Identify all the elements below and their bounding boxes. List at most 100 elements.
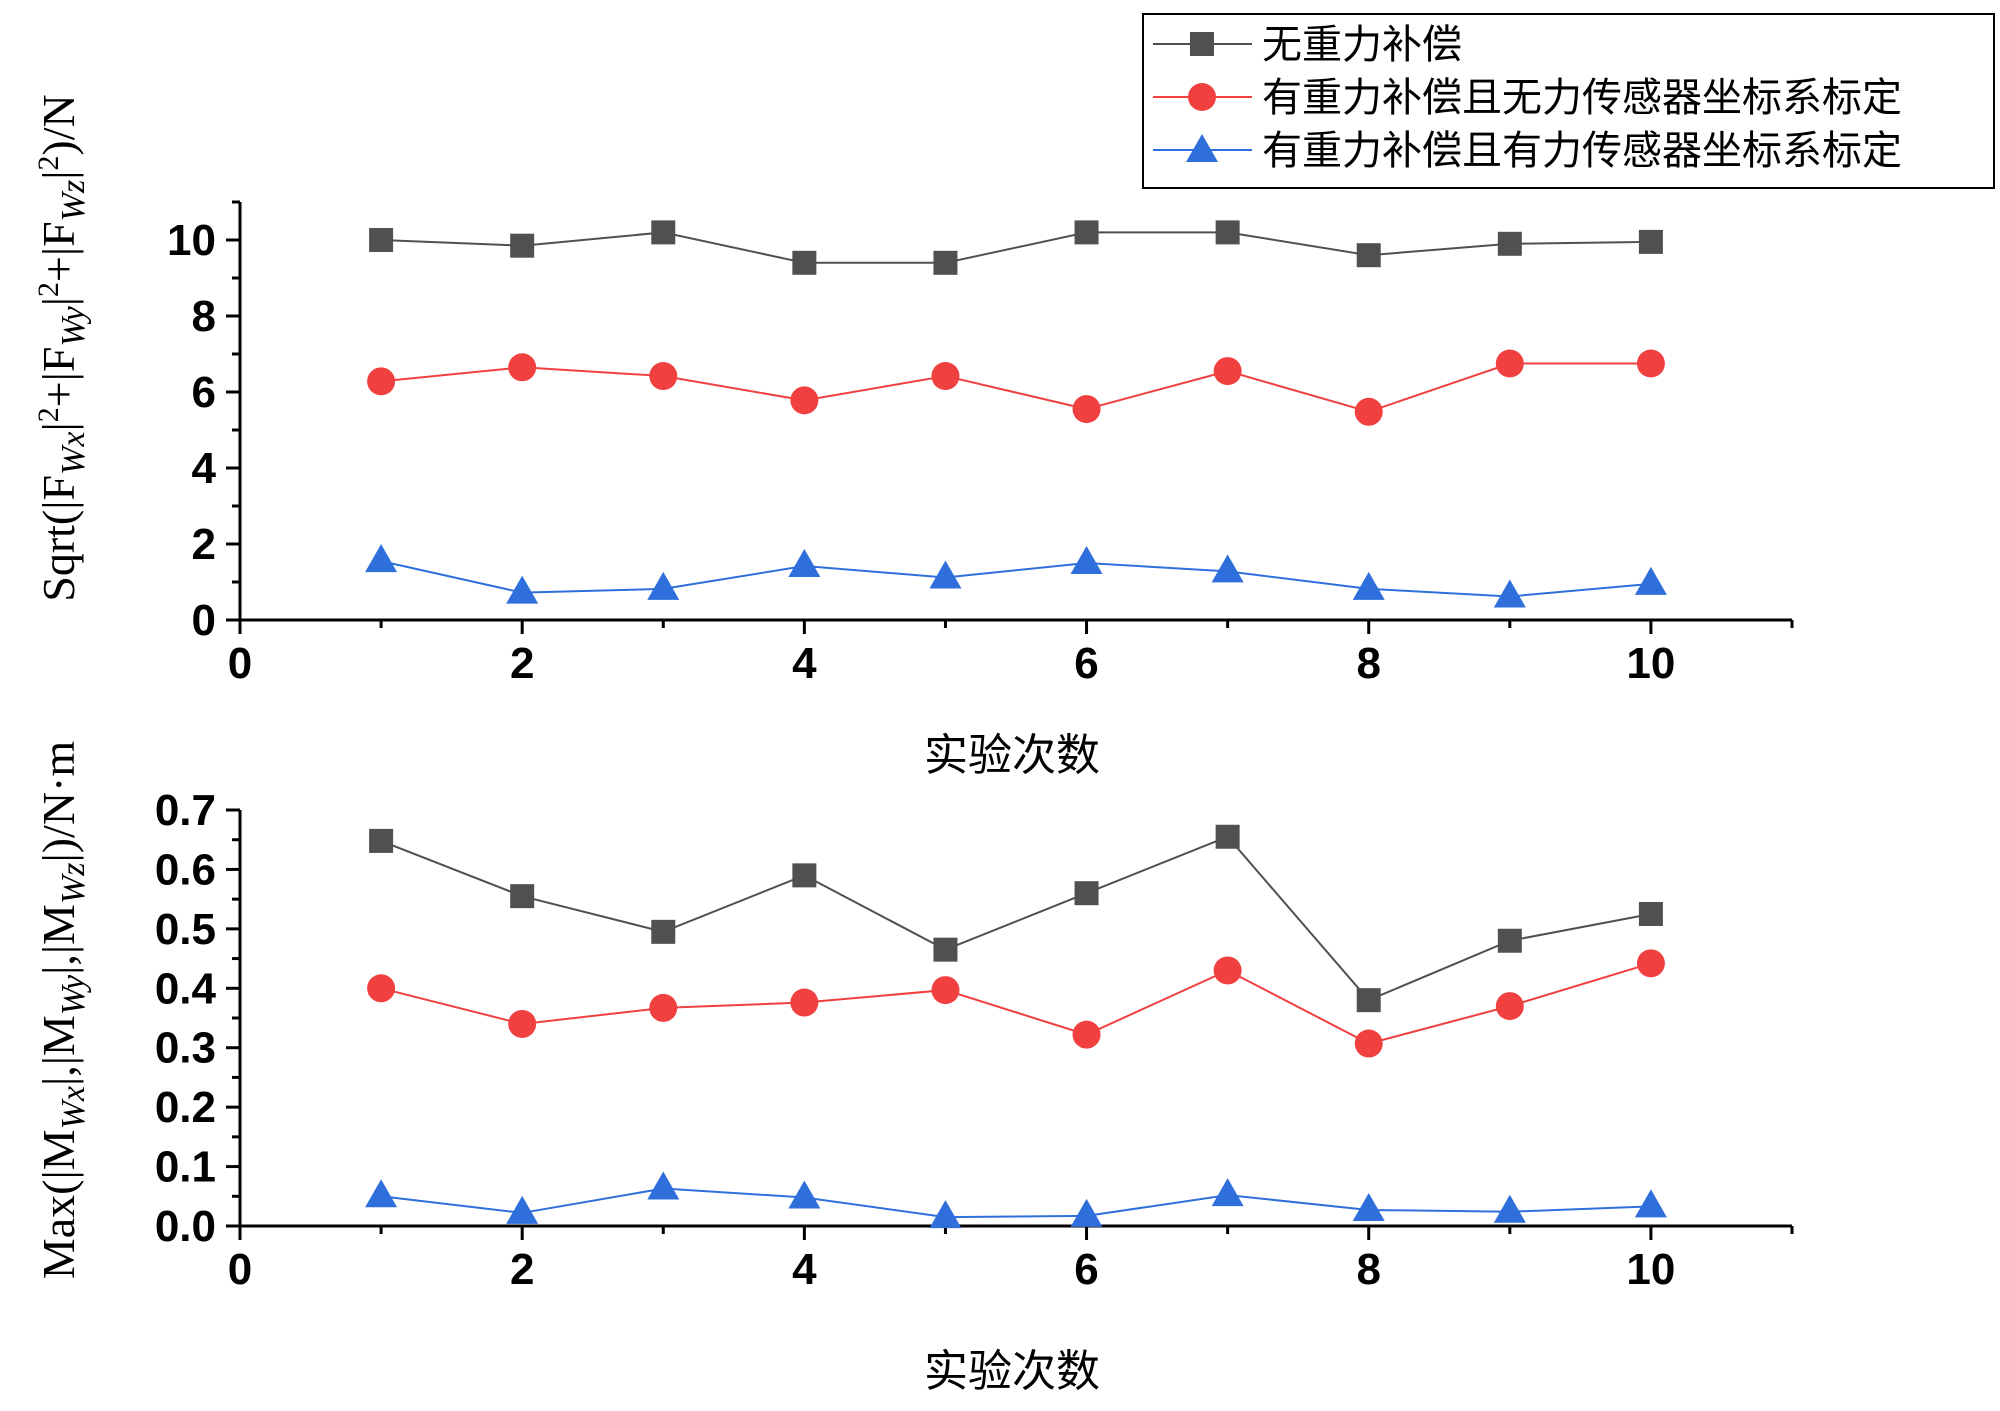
y-tick-label: 0.2 [155,1083,216,1132]
data-point-square [1497,231,1522,256]
data-point-circle [1072,395,1101,424]
ylabel-moment-part: Wy [55,974,92,1015]
data-point-triangle [1352,1192,1385,1221]
y-tick-label: 4 [192,444,217,493]
data-point-circle [1213,956,1242,985]
legend: 无重力补偿 有重力补偿且无力传感器坐标系标定 有重力补偿且有力传感器坐标系标定 [1142,13,1995,189]
data-point-circle [1354,1029,1383,1058]
series-line-2 [380,362,1651,413]
data-point-circle [367,974,396,1003]
data-point-circle [790,988,819,1017]
ylabel-force-part: 2 [32,156,65,171]
data-point-circle [649,993,678,1022]
data-point-triangle [647,571,680,600]
data-point-square [1215,824,1240,849]
legend-marker-2 [1188,83,1216,111]
data-point-square [651,919,676,944]
data-point-circle [367,367,396,396]
data-point-circle [649,362,678,391]
ylabel-force-part: Sqrt(|F [33,475,84,602]
ylabel-force-part: Wx [55,432,92,475]
chart-force-series [365,220,1667,608]
ylabel-force-part: | [33,297,84,306]
chart-force-yticks: 0 2 4 6 8 10 [167,200,240,645]
data-point-square [933,937,958,962]
data-point-triangle [506,1195,539,1224]
data-point-square [1356,243,1381,268]
x-tick-label: 0 [228,639,252,688]
data-point-triangle [1634,1189,1667,1218]
chart-force-ylabel: Sqrt(|FWx|2+|FWy|2+|FWz|2)/N [32,94,92,602]
data-point-square [1638,902,1663,926]
legend-label-3: 有重力补偿且有力传感器坐标系标定 [1262,128,1902,174]
data-point-square [1638,229,1663,254]
ylabel-moment-part: |,|M [33,904,84,975]
ylabel-force-part: Wy [55,305,92,346]
data-point-triangle [1070,1198,1103,1227]
x-tick-label: 8 [1356,1245,1380,1294]
y-tick-label: 6 [192,368,216,417]
ylabel-force-part: +|F [33,221,84,282]
ylabel-moment-part: Wz [55,862,92,904]
data-point-triangle [1352,571,1385,600]
data-point-circle [1072,1020,1101,1049]
ylabel-force-part: Wz [55,180,92,222]
data-point-square [1074,881,1099,906]
y-tick-label: 0.6 [155,845,216,894]
ylabel-moment-part: |)/N·m [33,741,84,863]
ylabel-moment-part: |,|M [33,1015,84,1086]
data-point-square [1356,988,1381,1013]
series-line-3 [380,560,1651,598]
data-point-circle [1213,357,1242,386]
data-point-circle [1636,949,1665,978]
x-tick-label: 2 [510,1245,534,1294]
y-tick-label: 0 [192,596,216,645]
x-tick-label: 2 [510,639,534,688]
series-line-1 [381,231,1651,264]
legend-label-2: 有重力补偿且无力传感器坐标系标定 [1262,75,1902,121]
legend-item-2: 有重力补偿且无力传感器坐标系标定 [1153,75,1902,121]
x-tick-label: 0 [228,1245,252,1294]
data-point-square [369,828,394,853]
chart-moment-axes [238,810,1792,1228]
data-point-square [792,250,817,275]
data-point-triangle [788,1180,821,1209]
data-point-square [510,884,535,909]
data-point-circle [1495,992,1524,1021]
data-point-circle [790,386,819,415]
chart-moment-xlabel: 实验次数 [924,1346,1100,1397]
y-tick-label: 8 [192,292,216,341]
chart-moment-xticks: 0 2 4 6 8 10 [228,1226,1794,1294]
x-tick-label: 6 [1074,639,1098,688]
data-point-circle [1354,397,1383,426]
legend-item-3: 有重力补偿且有力传感器坐标系标定 [1153,128,1902,174]
legend-frame [1142,13,1995,189]
ylabel-moment-part: Max(|M [33,1129,84,1279]
data-point-square [1074,220,1099,245]
y-tick-label: 2 [192,520,216,569]
data-point-triangle [1070,546,1103,574]
ylabel-force-part: 2 [32,407,65,422]
ylabel-force-part: | [33,422,84,431]
data-point-triangle [1493,579,1526,608]
y-tick-label: 10 [167,216,216,265]
x-tick-label: 6 [1074,1245,1098,1294]
data-point-square [933,250,958,275]
chart-moment-ylabel: Max(|MWx|,|MWy|,|MWz|)/N·m [33,741,92,1280]
chart-force-axes [238,202,1792,622]
data-point-triangle [929,1200,962,1229]
ylabel-moment-part: Wx [55,1086,92,1129]
legend-marker-1 [1190,32,1214,56]
data-point-circle [931,976,960,1005]
x-tick-label: 10 [1626,639,1675,688]
data-point-circle [1636,349,1665,378]
data-point-square [651,220,676,245]
chart-force-xlabel: 实验次数 [924,730,1100,781]
x-tick-label: 4 [792,639,817,688]
ylabel-force-part: )/N [33,94,84,155]
data-point-circle [931,362,960,391]
data-point-square [1497,928,1522,953]
ylabel-force-part: | [33,171,84,180]
data-point-circle [508,1009,537,1038]
chart-moment-series [365,824,1667,1229]
